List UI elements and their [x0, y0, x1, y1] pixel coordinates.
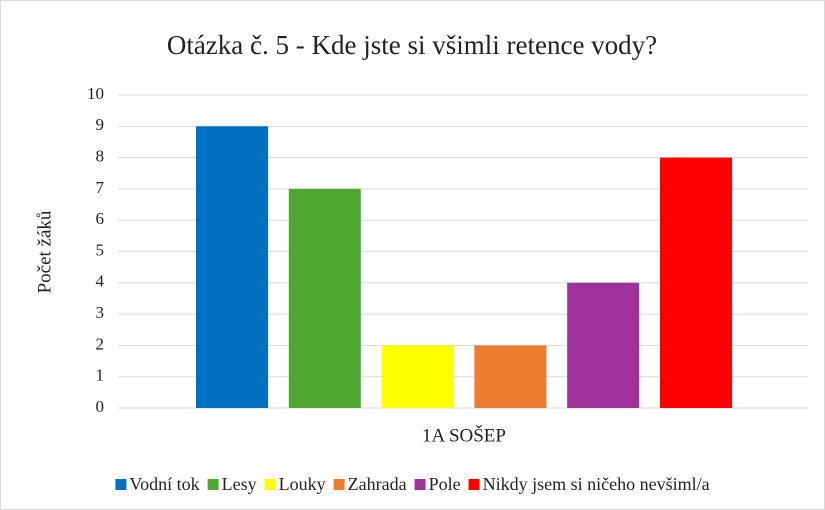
legend-swatch	[333, 479, 345, 490]
y-tick-label: 4	[96, 272, 105, 291]
y-tick-label: 2	[96, 334, 105, 353]
legend-swatch	[414, 479, 426, 490]
legend-label: Louky	[279, 474, 326, 494]
y-tick-label: 0	[96, 397, 105, 416]
legend-swatch	[207, 479, 219, 490]
legend-swatch	[115, 479, 127, 490]
y-tick-label: 6	[96, 209, 105, 228]
legend-swatch	[468, 479, 480, 490]
y-tick-label: 7	[96, 178, 105, 197]
y-tick-label: 10	[87, 84, 104, 103]
y-axis-label: Počet žáků	[34, 210, 55, 293]
bar	[196, 126, 268, 409]
chart-title: Otázka č. 5 - Kde jste si všimli retence…	[167, 30, 657, 60]
legend-label: Lesy	[222, 474, 257, 494]
y-tick-label: 8	[96, 147, 105, 166]
bar	[381, 345, 454, 408]
bar	[660, 157, 732, 408]
bar	[474, 345, 547, 408]
legend: Vodní tok Lesy Louky Zahrada Pole Nikdy jsem …	[115, 474, 710, 494]
y-tick-label: 1	[96, 366, 105, 385]
legend-label: Nikdy jsem si ničeho nevšiml/a	[483, 474, 710, 494]
y-tick-label: 3	[96, 303, 105, 322]
y-tick-label: 5	[96, 240, 105, 259]
bar	[288, 188, 361, 408]
legend-label: Pole	[429, 474, 461, 494]
legend-label: Zahrada	[348, 474, 407, 494]
x-tick-label: 1A SOŠEP	[422, 424, 506, 446]
legend-swatch	[264, 479, 276, 490]
y-tick-label: 9	[96, 115, 105, 134]
legend-label: Vodní tok	[129, 474, 199, 494]
bar	[567, 282, 640, 408]
